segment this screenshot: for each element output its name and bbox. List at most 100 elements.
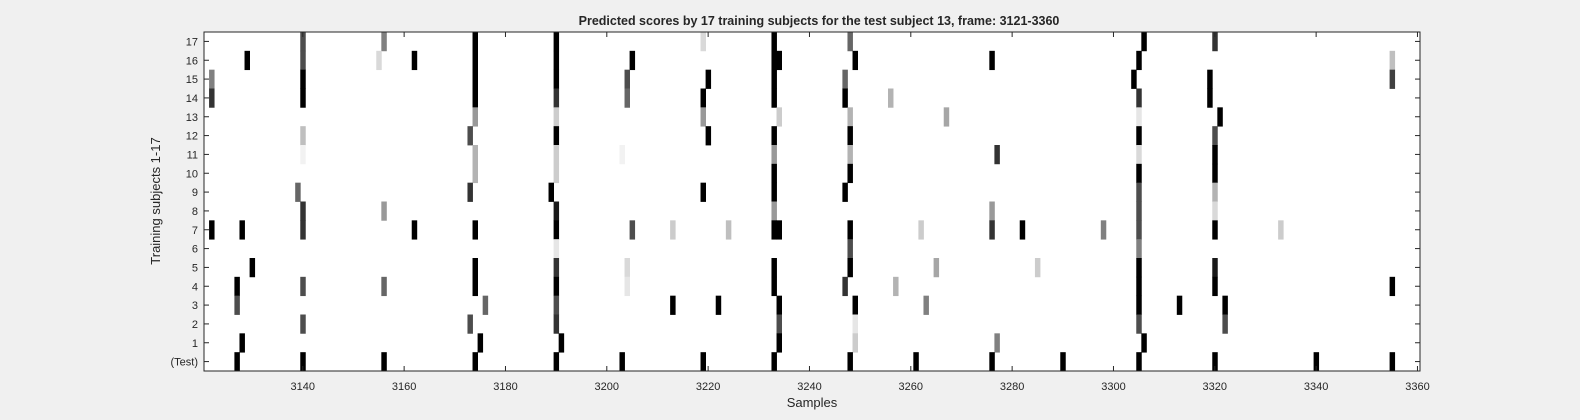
heatmap-cell <box>234 295 240 315</box>
heatmap-cell <box>553 69 560 89</box>
heatmap-cell <box>624 276 630 297</box>
heatmap-cell <box>852 50 858 71</box>
heatmap-cell <box>553 107 560 127</box>
heatmap-cell <box>670 295 676 315</box>
heatmap-cell <box>1212 145 1218 165</box>
heatmap-cell <box>771 201 777 221</box>
heatmap-cell <box>994 145 1000 165</box>
x-tick-label: 3240 <box>797 381 821 393</box>
heatmap-cell <box>1212 352 1218 372</box>
heatmap-cell <box>300 220 306 240</box>
heatmap-cell <box>244 50 250 71</box>
heatmap-cell <box>1278 220 1284 240</box>
heatmap-cell <box>847 239 853 259</box>
heatmap-cell <box>295 182 301 202</box>
heatmap-cell <box>1034 258 1041 278</box>
x-tick-label: 3220 <box>696 381 720 393</box>
y-tick-label: 5 <box>192 262 198 274</box>
heatmap-cell <box>381 32 387 52</box>
heatmap-cell <box>300 88 306 108</box>
heatmap-cell <box>847 163 853 184</box>
heatmap-cell <box>249 258 256 278</box>
heatmap-cell <box>771 88 777 108</box>
x-tick-label: 3200 <box>595 381 619 393</box>
heatmap-cell <box>1136 145 1142 165</box>
heatmap-cell <box>376 50 382 71</box>
heatmap-cell <box>705 69 712 89</box>
heatmap-cell <box>847 352 853 372</box>
heatmap-cell <box>842 276 848 297</box>
heatmap-cell <box>472 50 478 71</box>
heatmap-cell <box>1136 88 1142 108</box>
heatmap-cell <box>234 352 240 372</box>
heatmap-cell <box>852 295 858 315</box>
x-axis: 3140 3160 3180 3200 3220 3240 3260 3280 3300 3320… <box>291 32 1430 393</box>
heatmap-cell <box>1212 258 1218 278</box>
heatmap-cell <box>700 182 706 202</box>
y-tick-label: 9 <box>192 187 198 199</box>
heatmap-cell <box>553 50 560 71</box>
heatmap-cell <box>553 126 560 146</box>
heatmap-cell <box>1212 32 1218 52</box>
y-tick-label: 17 <box>186 36 198 48</box>
heatmap-cell <box>847 126 853 146</box>
heatmap-cell <box>209 220 215 240</box>
heatmap-cell <box>629 220 636 240</box>
heatmap-cell <box>1136 163 1142 184</box>
heatmap-cell <box>1060 352 1066 372</box>
x-tick-label: 3260 <box>899 381 923 393</box>
heatmap-cell <box>776 314 782 334</box>
heatmap-cell <box>624 88 630 108</box>
heatmap-cell <box>553 220 560 240</box>
heatmap-cell <box>472 69 478 89</box>
heatmap-cell <box>553 295 560 315</box>
heatmap-cell <box>553 145 560 165</box>
y-tick-label: 7 <box>192 225 198 237</box>
heatmap-cell <box>771 220 777 240</box>
y-tick-label: 15 <box>186 74 198 86</box>
heatmap-cell <box>558 333 565 353</box>
heatmap-cell <box>472 276 478 297</box>
heatmap-cells <box>209 32 1396 372</box>
heatmap-cell <box>1136 201 1142 221</box>
x-tick-label: 3360 <box>1405 381 1429 393</box>
heatmap-cell <box>771 32 777 52</box>
y-tick-label: 3 <box>192 300 198 312</box>
heatmap-cell <box>619 145 625 165</box>
heatmap-cell <box>989 352 995 372</box>
heatmap-cell <box>1136 239 1142 259</box>
y-tick-label: 13 <box>186 112 198 124</box>
y-tick-label: 11 <box>187 149 198 161</box>
heatmap-cell <box>842 88 848 108</box>
heatmap-cell <box>913 352 919 372</box>
heatmap-cell <box>771 276 777 297</box>
heatmap-cell <box>1212 201 1218 221</box>
heatmap-cell <box>1212 276 1218 297</box>
heatmap-cell <box>1389 69 1396 89</box>
heatmap-cell <box>239 333 245 353</box>
heatmap-cell <box>776 107 782 127</box>
heatmap-cell <box>472 145 478 165</box>
heatmap-cell <box>1136 50 1142 71</box>
heatmap-cell <box>918 220 924 240</box>
heatmap-cell <box>842 69 848 89</box>
y-tick-label: 16 <box>186 55 198 67</box>
heatmap-cell <box>1212 182 1218 202</box>
heatmap-cell <box>553 276 560 297</box>
heatmap-cell <box>553 258 560 278</box>
y-axis: 17 16 15 14 13 12 11 10 9 8 7 6 5 4 3 2 1 (Test) <box>171 36 1420 369</box>
heatmap-cell <box>705 126 712 146</box>
y-tick-label: 12 <box>186 131 198 143</box>
chart-title: Predicted scores by 17 training subjects… <box>579 14 1060 28</box>
heatmap-cell <box>624 69 630 89</box>
heatmap-cell <box>989 220 995 240</box>
heatmap-cell <box>300 276 306 297</box>
heatmap-cell <box>852 314 858 334</box>
heatmap-cell <box>989 50 995 71</box>
heatmap-cell <box>624 258 630 278</box>
heatmap-cell <box>1136 220 1142 240</box>
heatmap-cell <box>300 126 306 146</box>
heatmap-cell <box>893 276 899 297</box>
x-tick-label: 3280 <box>1000 381 1024 393</box>
heatmap-cell <box>1212 220 1218 240</box>
